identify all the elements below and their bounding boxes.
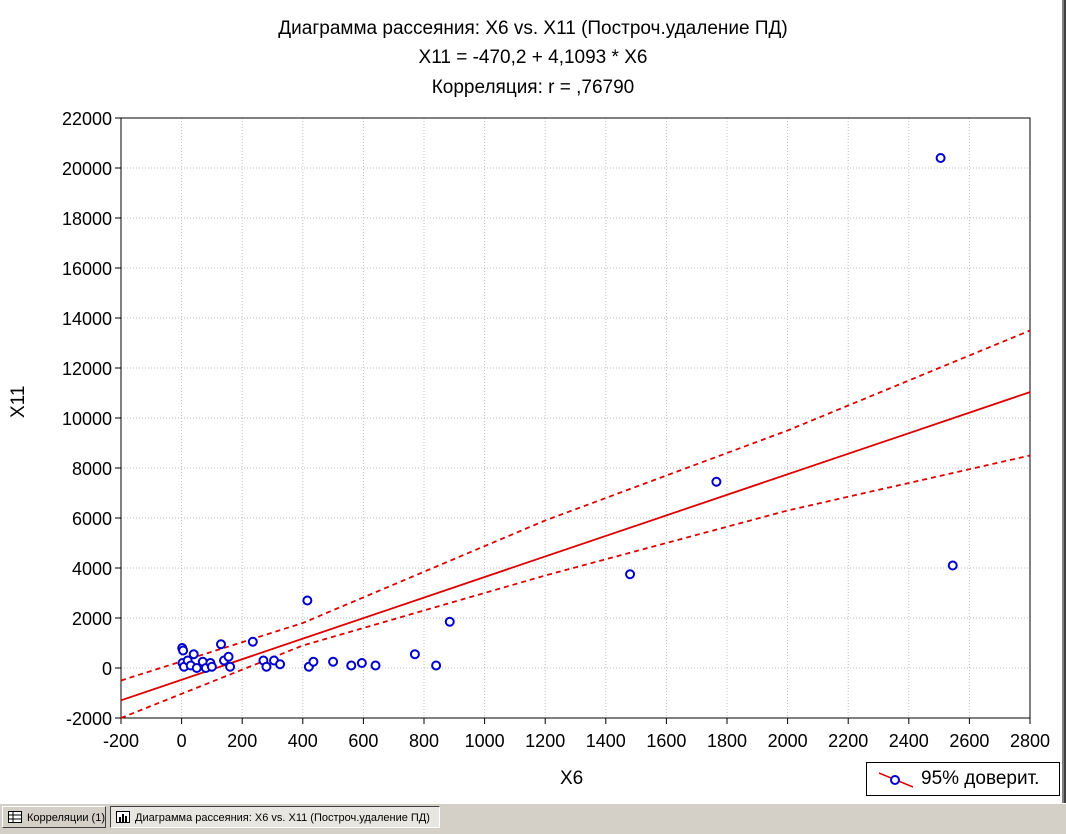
data-point (261, 661, 272, 672)
data-point (308, 656, 319, 667)
data-point (215, 639, 226, 650)
data-point (328, 656, 339, 667)
data-point (223, 651, 234, 662)
x-tick-label: 1200 (525, 731, 565, 751)
data-point (191, 663, 202, 673)
x-axis-label: X6 (560, 768, 584, 789)
y-tick-label: 20000 (62, 159, 112, 179)
y-tick-label: 16000 (62, 259, 112, 279)
data-point (409, 649, 420, 660)
data-point (947, 560, 958, 571)
data-point (225, 661, 236, 672)
window-border-dark (1064, 0, 1066, 803)
tab-correlations[interactable]: Корреляции (1) (2, 806, 106, 828)
x-tick-label: 2200 (828, 731, 868, 751)
x-tick-label: 1800 (707, 731, 747, 751)
y-tick-label: 8000 (72, 459, 112, 479)
tab-scatter-plot-label: Диаграмма рассеяния: X6 vs. X11 (Построч… (135, 812, 430, 824)
tab-scatter-plot[interactable]: Диаграмма рассеяния: X6 vs. X11 (Построч… (110, 806, 440, 828)
y-tick-label: 6000 (72, 509, 112, 529)
confidence-band-upper (120, 329, 1031, 682)
data-point (178, 645, 189, 656)
x-tick-label: 2400 (889, 731, 929, 751)
document-tabs-bar: Корреляции (1) Диаграмма рассеяния: X6 v… (0, 803, 1066, 834)
y-axis-label: X11 (8, 385, 29, 418)
data-point (935, 153, 946, 163)
y-tick-label: 4000 (72, 559, 112, 579)
spreadsheet-icon (8, 811, 22, 823)
legend: 95% доверит. (866, 762, 1060, 796)
data-point (356, 658, 367, 668)
y-tick-label: 12000 (62, 359, 112, 379)
y-tick-label: 0 (102, 659, 112, 679)
legend-marker-icon (878, 772, 914, 788)
x-tick-label: 800 (409, 731, 439, 751)
data-point (275, 659, 286, 670)
data-point (711, 476, 722, 487)
plot-frame (120, 117, 1031, 719)
x-tick-label: 1400 (586, 731, 626, 751)
x-tick-label: 1000 (465, 731, 505, 751)
data-point (444, 616, 455, 627)
confidence-band-lower (120, 454, 1031, 719)
data-point (188, 649, 199, 660)
x-tick-label: 1600 (646, 731, 686, 751)
tab-correlations-label: Корреляции (1) (27, 812, 105, 824)
y-tick-label: 22000 (62, 109, 112, 129)
x-tick-label: 2800 (1010, 731, 1050, 751)
y-tick-label: 14000 (62, 309, 112, 329)
y-tick-label: -2000 (66, 709, 112, 729)
x-tick-label: -200 (103, 731, 139, 751)
y-tick-label: 10000 (62, 409, 112, 429)
data-point (206, 661, 217, 672)
x-tick-label: 2000 (768, 731, 808, 751)
scatter-plot: -200 0 200 400 600 800 1000 1200 1400 1600 1800 200… (62, 109, 1050, 751)
correlation-text: Корреляция: r = ,76790 (431, 77, 635, 98)
y-tick-label: 18000 (62, 209, 112, 229)
regression-equation: X11 = -470,2 + 4,1093 * X6 (418, 47, 648, 68)
data-point (247, 636, 258, 647)
chart-title: Диаграмма рассеяния: X6 vs. X11 (Построч… (278, 18, 788, 39)
legend-label: 95% доверит. (921, 768, 1040, 789)
chart-icon (116, 811, 130, 823)
x-tick-label: 0 (177, 731, 187, 751)
plot-area (121, 118, 1030, 718)
regression-line (120, 391, 1031, 702)
data-point (302, 595, 313, 606)
data-point (346, 660, 357, 671)
data-point (625, 569, 636, 580)
x-tick-label: 200 (227, 731, 257, 751)
x-tick-label: 600 (348, 731, 378, 751)
chart-window: Диаграмма рассеяния: X6 vs. X11 (Построч… (8, 0, 1066, 803)
data-point (370, 660, 381, 671)
y-tick-label: 2000 (72, 609, 112, 629)
window-border (1062, 0, 1064, 803)
x-tick-label: 2600 (949, 731, 989, 751)
data-point (431, 660, 442, 671)
x-tick-label: 400 (288, 731, 318, 751)
